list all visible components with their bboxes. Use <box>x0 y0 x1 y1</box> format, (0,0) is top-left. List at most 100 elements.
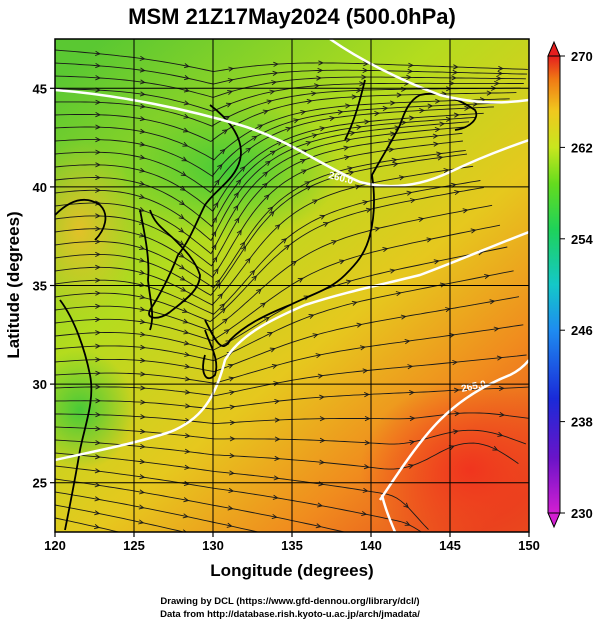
streamline-arrow <box>454 189 461 196</box>
streamline-arrow <box>285 126 292 132</box>
streamline-arrow <box>409 415 416 422</box>
streamline-arrow <box>183 340 190 346</box>
streamline-arrow <box>226 522 233 528</box>
streamline-arrow <box>234 217 240 224</box>
colorbar-max-arrow <box>547 40 561 57</box>
streamline-arrow <box>140 371 146 377</box>
streamline-arrow <box>95 264 101 270</box>
streamline-arrow <box>281 238 288 244</box>
streamline-arrow <box>227 90 234 96</box>
streamline-arrow <box>222 129 229 135</box>
streamline-arrow <box>138 519 145 525</box>
streamline-arrow <box>241 245 247 252</box>
streamline-arrow <box>225 102 232 108</box>
streamline <box>55 517 119 532</box>
streamline-arrow <box>331 240 338 245</box>
streamline-arrow <box>300 109 307 116</box>
colorbar-label: 238 <box>571 415 593 430</box>
streamline-arrow <box>400 120 407 126</box>
streamline-arrow <box>486 90 493 96</box>
streamline-arrow <box>426 237 433 243</box>
streamline-arrow <box>139 55 146 61</box>
streamline-arrow <box>95 316 101 323</box>
streamline-arrow <box>311 133 318 139</box>
streamline-arrow <box>236 178 242 185</box>
streamline-arrow <box>228 487 235 494</box>
streamline-arrow <box>284 244 291 250</box>
streamline-arrow <box>403 502 409 509</box>
streamline <box>55 452 429 530</box>
credit-data: Data from http://database.rish.kyoto-u.a… <box>160 609 420 620</box>
streamline-arrow <box>382 105 389 111</box>
streamline-arrow <box>139 245 145 251</box>
streamline-arrow <box>179 264 186 270</box>
colorbar-min-arrow <box>547 512 561 529</box>
streamline <box>55 478 346 532</box>
streamline-arrow <box>319 459 326 465</box>
streamline-arrow <box>498 65 504 72</box>
streamline-arrow <box>265 160 271 166</box>
streamline-arrow <box>139 489 146 495</box>
streamline-arrow <box>95 149 101 155</box>
streamline-arrow <box>140 399 147 405</box>
streamline <box>55 504 186 532</box>
streamline-arrow <box>312 333 319 339</box>
streamline-arrow <box>391 157 398 163</box>
streamline-arrow <box>362 368 369 374</box>
streamline-arrow <box>293 118 300 124</box>
streamline-arrow <box>139 344 146 350</box>
streamline-arrow <box>140 428 146 435</box>
streamline-arrow <box>356 87 362 93</box>
streamline-arrow <box>433 141 440 147</box>
streamline-arrow <box>229 404 236 410</box>
streamline-arrow <box>273 61 279 67</box>
x-tick-label: 150 <box>518 538 540 553</box>
streamline-arrow <box>266 99 273 105</box>
streamline-arrow <box>245 147 252 153</box>
streamline-arrow <box>139 79 146 85</box>
streamline-arrow <box>409 439 416 445</box>
colorbar-label: 262 <box>571 140 593 155</box>
streamline-arrow <box>269 210 275 217</box>
streamline-arrow <box>359 345 366 351</box>
streamline-arrow <box>464 105 470 111</box>
streamline <box>55 465 423 532</box>
streamline-arrow <box>228 66 235 72</box>
streamline-arrow <box>219 303 226 309</box>
streamline-arrow <box>228 470 235 476</box>
streamline-arrow <box>220 307 226 314</box>
streamline-arrow <box>213 201 219 208</box>
streamline-arrow <box>269 150 276 156</box>
streamline-arrow <box>306 98 313 104</box>
cold-region-south <box>55 350 135 470</box>
streamline-arrow <box>364 391 370 398</box>
streamline-arrow <box>316 75 322 81</box>
streamline-arrow <box>317 373 324 379</box>
streamline-arrow <box>139 67 146 73</box>
streamline-arrow <box>319 437 326 444</box>
streamline-arrow <box>406 190 413 196</box>
streamline-arrow <box>138 232 145 238</box>
streamline-arrow <box>274 455 281 462</box>
streamline-arrow <box>361 74 367 80</box>
plot-area: 260.0 265.0 <box>55 39 529 532</box>
streamline-arrow <box>229 453 236 459</box>
streamline-arrow <box>224 115 231 121</box>
streamline-arrow <box>95 112 102 118</box>
streamline-arrow <box>262 171 269 177</box>
streamline-arrow <box>184 351 191 357</box>
contour-260 <box>55 88 529 188</box>
streamline-arrow <box>181 156 188 162</box>
streamline-arrow <box>305 185 312 191</box>
streamline-arrow <box>297 277 304 283</box>
streamline-arrow <box>139 443 146 450</box>
streamline-arrow <box>408 62 414 68</box>
streamline-arrow <box>95 440 101 446</box>
streamline-arrow <box>496 75 502 82</box>
streamline-arrow <box>267 332 274 337</box>
streamline-arrow <box>452 69 459 76</box>
streamline-arrow <box>95 290 101 296</box>
streamline-arrow <box>322 222 329 227</box>
colorbar-label: 270 <box>571 49 593 64</box>
streamline-arrow <box>317 502 324 508</box>
